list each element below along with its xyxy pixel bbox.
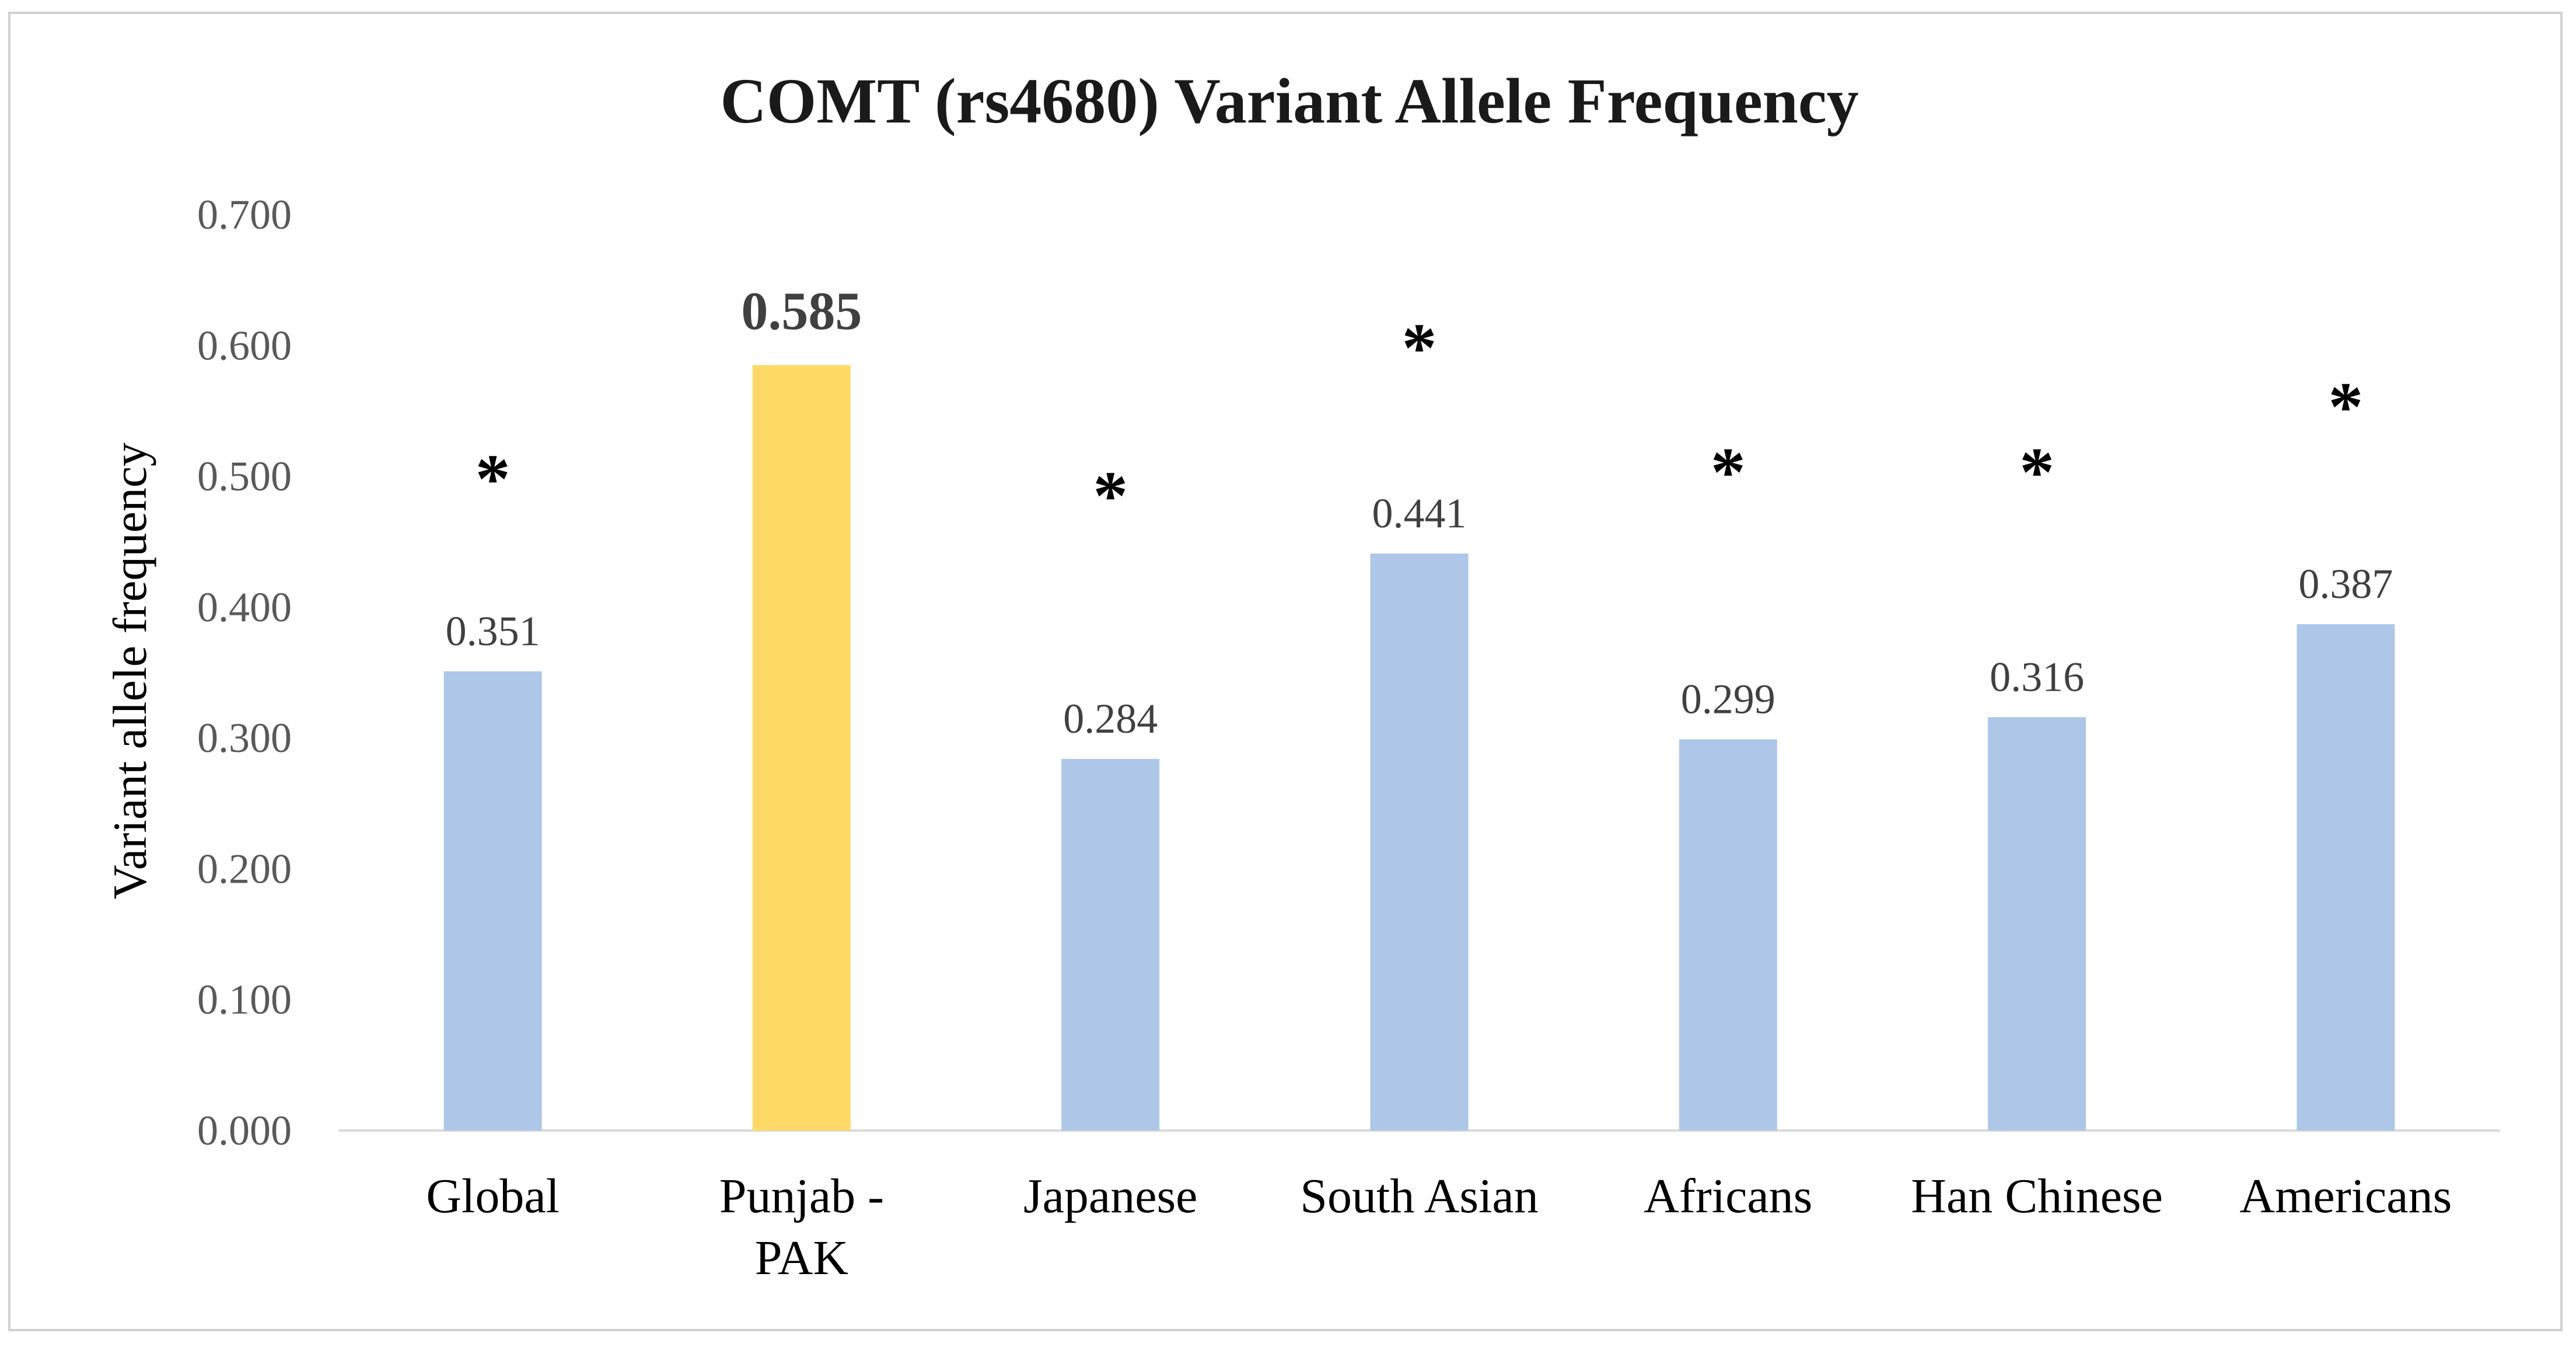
bar: [1679, 739, 1777, 1131]
bars-group: [443, 365, 2395, 1131]
x-tick-label: Japanese: [1023, 1169, 1198, 1223]
y-tick-label: 0.700: [197, 191, 292, 238]
x-tick-label: PAK: [755, 1231, 848, 1285]
bar: [1370, 553, 1469, 1131]
bar: [2297, 624, 2395, 1131]
x-axis-categories: Global Punjab - PAK Japanese South Asian Afri…: [426, 1169, 2452, 1285]
significance-asterisk: *: [2019, 433, 2054, 511]
bar: [1988, 717, 2086, 1131]
significance-asterisk: *: [1093, 457, 1128, 534]
x-tick-label: Americans: [2239, 1169, 2452, 1223]
data-label: 0.351: [446, 608, 540, 655]
y-tick-label: 0.500: [197, 453, 292, 500]
significance-asterisk: *: [476, 440, 511, 517]
x-tick-label: Global: [426, 1169, 560, 1223]
data-label: 0.316: [1990, 653, 2084, 700]
data-label: 0.387: [2298, 561, 2393, 607]
chart-frame: [8, 12, 2563, 1331]
significance-marks-group: * * * * * *: [476, 309, 2364, 534]
y-tick-label: 0.600: [197, 322, 292, 369]
x-tick-label: Punjab -: [719, 1169, 884, 1223]
y-axis-ticks: 0.000 0.100 0.200 0.300 0.400 0.500 0.600 0.700: [197, 191, 292, 1154]
y-tick-label: 0.300: [197, 715, 292, 761]
data-label: 0.441: [1372, 490, 1467, 537]
significance-asterisk: *: [1711, 433, 1746, 511]
bar: [443, 671, 542, 1131]
y-tick-label: 0.200: [197, 845, 292, 892]
significance-asterisk: *: [1402, 309, 1437, 387]
bar: [752, 365, 851, 1131]
x-tick-label: Africans: [1644, 1169, 1812, 1223]
y-axis-label: Variant allele frequency: [103, 442, 156, 899]
y-tick-label: 0.400: [197, 584, 292, 631]
x-tick-label: Han Chinese: [1911, 1169, 2163, 1223]
bar: [1061, 759, 1160, 1131]
y-tick-label: 0.000: [197, 1107, 292, 1154]
data-label: 0.299: [1681, 676, 1775, 722]
data-label: 0.284: [1063, 695, 1158, 742]
chart-title: COMT (rs4680) Variant Allele Frequency: [720, 65, 1858, 137]
significance-asterisk: *: [2328, 368, 2363, 446]
y-tick-label: 0.100: [197, 977, 292, 1023]
data-labels-group: 0.351 0.585 0.284 0.441 0.299 0.316 0.387: [446, 281, 2393, 742]
data-label: 0.585: [741, 281, 862, 341]
x-tick-label: South Asian: [1300, 1169, 1538, 1223]
